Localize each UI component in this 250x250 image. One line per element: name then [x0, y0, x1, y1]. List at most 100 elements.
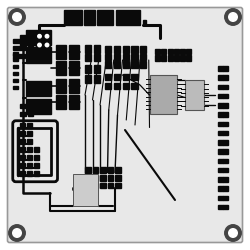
Bar: [27, 171, 32, 175]
Bar: [218, 103, 222, 108]
Bar: [12, 46, 24, 50]
Bar: [218, 205, 222, 209]
Bar: [223, 149, 228, 154]
Circle shape: [13, 13, 21, 21]
Bar: [85, 182, 90, 188]
Bar: [223, 122, 228, 126]
Bar: [115, 167, 120, 172]
Bar: [27, 155, 32, 160]
Bar: [168, 49, 172, 54]
Bar: [12, 72, 18, 75]
Bar: [12, 54, 24, 58]
Bar: [105, 61, 111, 68]
Bar: [92, 175, 98, 180]
Bar: [223, 112, 228, 117]
Bar: [12, 79, 18, 82]
Bar: [174, 56, 179, 60]
Bar: [186, 49, 191, 54]
Bar: [115, 175, 120, 180]
Bar: [69, 95, 79, 109]
Bar: [223, 84, 228, 89]
Bar: [218, 149, 222, 154]
Bar: [69, 79, 79, 92]
Bar: [85, 45, 91, 52]
Bar: [26, 30, 51, 45]
Bar: [180, 49, 185, 54]
Bar: [28, 112, 33, 116]
Bar: [150, 75, 177, 114]
Bar: [69, 61, 79, 75]
Bar: [100, 175, 105, 180]
Bar: [105, 54, 111, 60]
Bar: [218, 75, 222, 80]
Bar: [116, 10, 140, 25]
Bar: [223, 158, 228, 163]
Bar: [108, 175, 113, 180]
Bar: [186, 56, 191, 60]
Bar: [34, 147, 38, 152]
Bar: [64, 10, 82, 25]
Circle shape: [38, 43, 41, 47]
Bar: [122, 54, 129, 60]
Bar: [20, 43, 26, 47]
Bar: [223, 140, 228, 144]
Bar: [20, 171, 24, 175]
Bar: [84, 10, 94, 25]
Bar: [115, 182, 120, 188]
Circle shape: [44, 42, 51, 48]
Bar: [34, 155, 38, 160]
Bar: [223, 66, 228, 70]
Bar: [26, 99, 51, 114]
Bar: [114, 54, 120, 60]
Circle shape: [225, 9, 241, 25]
Bar: [155, 49, 160, 54]
Bar: [100, 167, 105, 172]
Bar: [34, 171, 38, 175]
Bar: [12, 58, 18, 61]
Bar: [218, 84, 222, 89]
Bar: [20, 155, 24, 160]
Bar: [142, 20, 146, 25]
Bar: [218, 66, 222, 70]
Bar: [94, 54, 100, 61]
Bar: [223, 168, 228, 172]
Bar: [185, 80, 204, 110]
Bar: [218, 94, 222, 98]
Bar: [223, 186, 228, 191]
Bar: [108, 182, 113, 188]
Bar: [218, 196, 222, 200]
Circle shape: [13, 229, 21, 237]
Bar: [122, 82, 129, 89]
Bar: [218, 177, 222, 182]
Bar: [223, 75, 228, 80]
Bar: [85, 175, 90, 180]
Bar: [131, 61, 138, 68]
Bar: [85, 75, 91, 82]
Bar: [105, 82, 111, 89]
Bar: [174, 49, 179, 54]
Circle shape: [229, 13, 237, 21]
Bar: [92, 182, 98, 188]
Bar: [223, 94, 228, 98]
Bar: [94, 45, 100, 52]
Bar: [69, 45, 79, 59]
Bar: [20, 163, 24, 168]
Bar: [27, 163, 32, 168]
Bar: [28, 43, 33, 47]
Circle shape: [229, 229, 237, 237]
Circle shape: [225, 225, 241, 241]
Bar: [223, 103, 228, 108]
Bar: [218, 122, 222, 126]
Bar: [114, 61, 120, 68]
Bar: [114, 46, 120, 52]
Bar: [20, 123, 24, 128]
Bar: [27, 147, 32, 152]
Bar: [161, 56, 166, 60]
Bar: [122, 61, 129, 68]
Bar: [12, 65, 18, 68]
Circle shape: [36, 33, 43, 40]
Bar: [20, 112, 26, 116]
Bar: [223, 177, 228, 182]
Bar: [20, 104, 26, 108]
Bar: [12, 52, 18, 55]
